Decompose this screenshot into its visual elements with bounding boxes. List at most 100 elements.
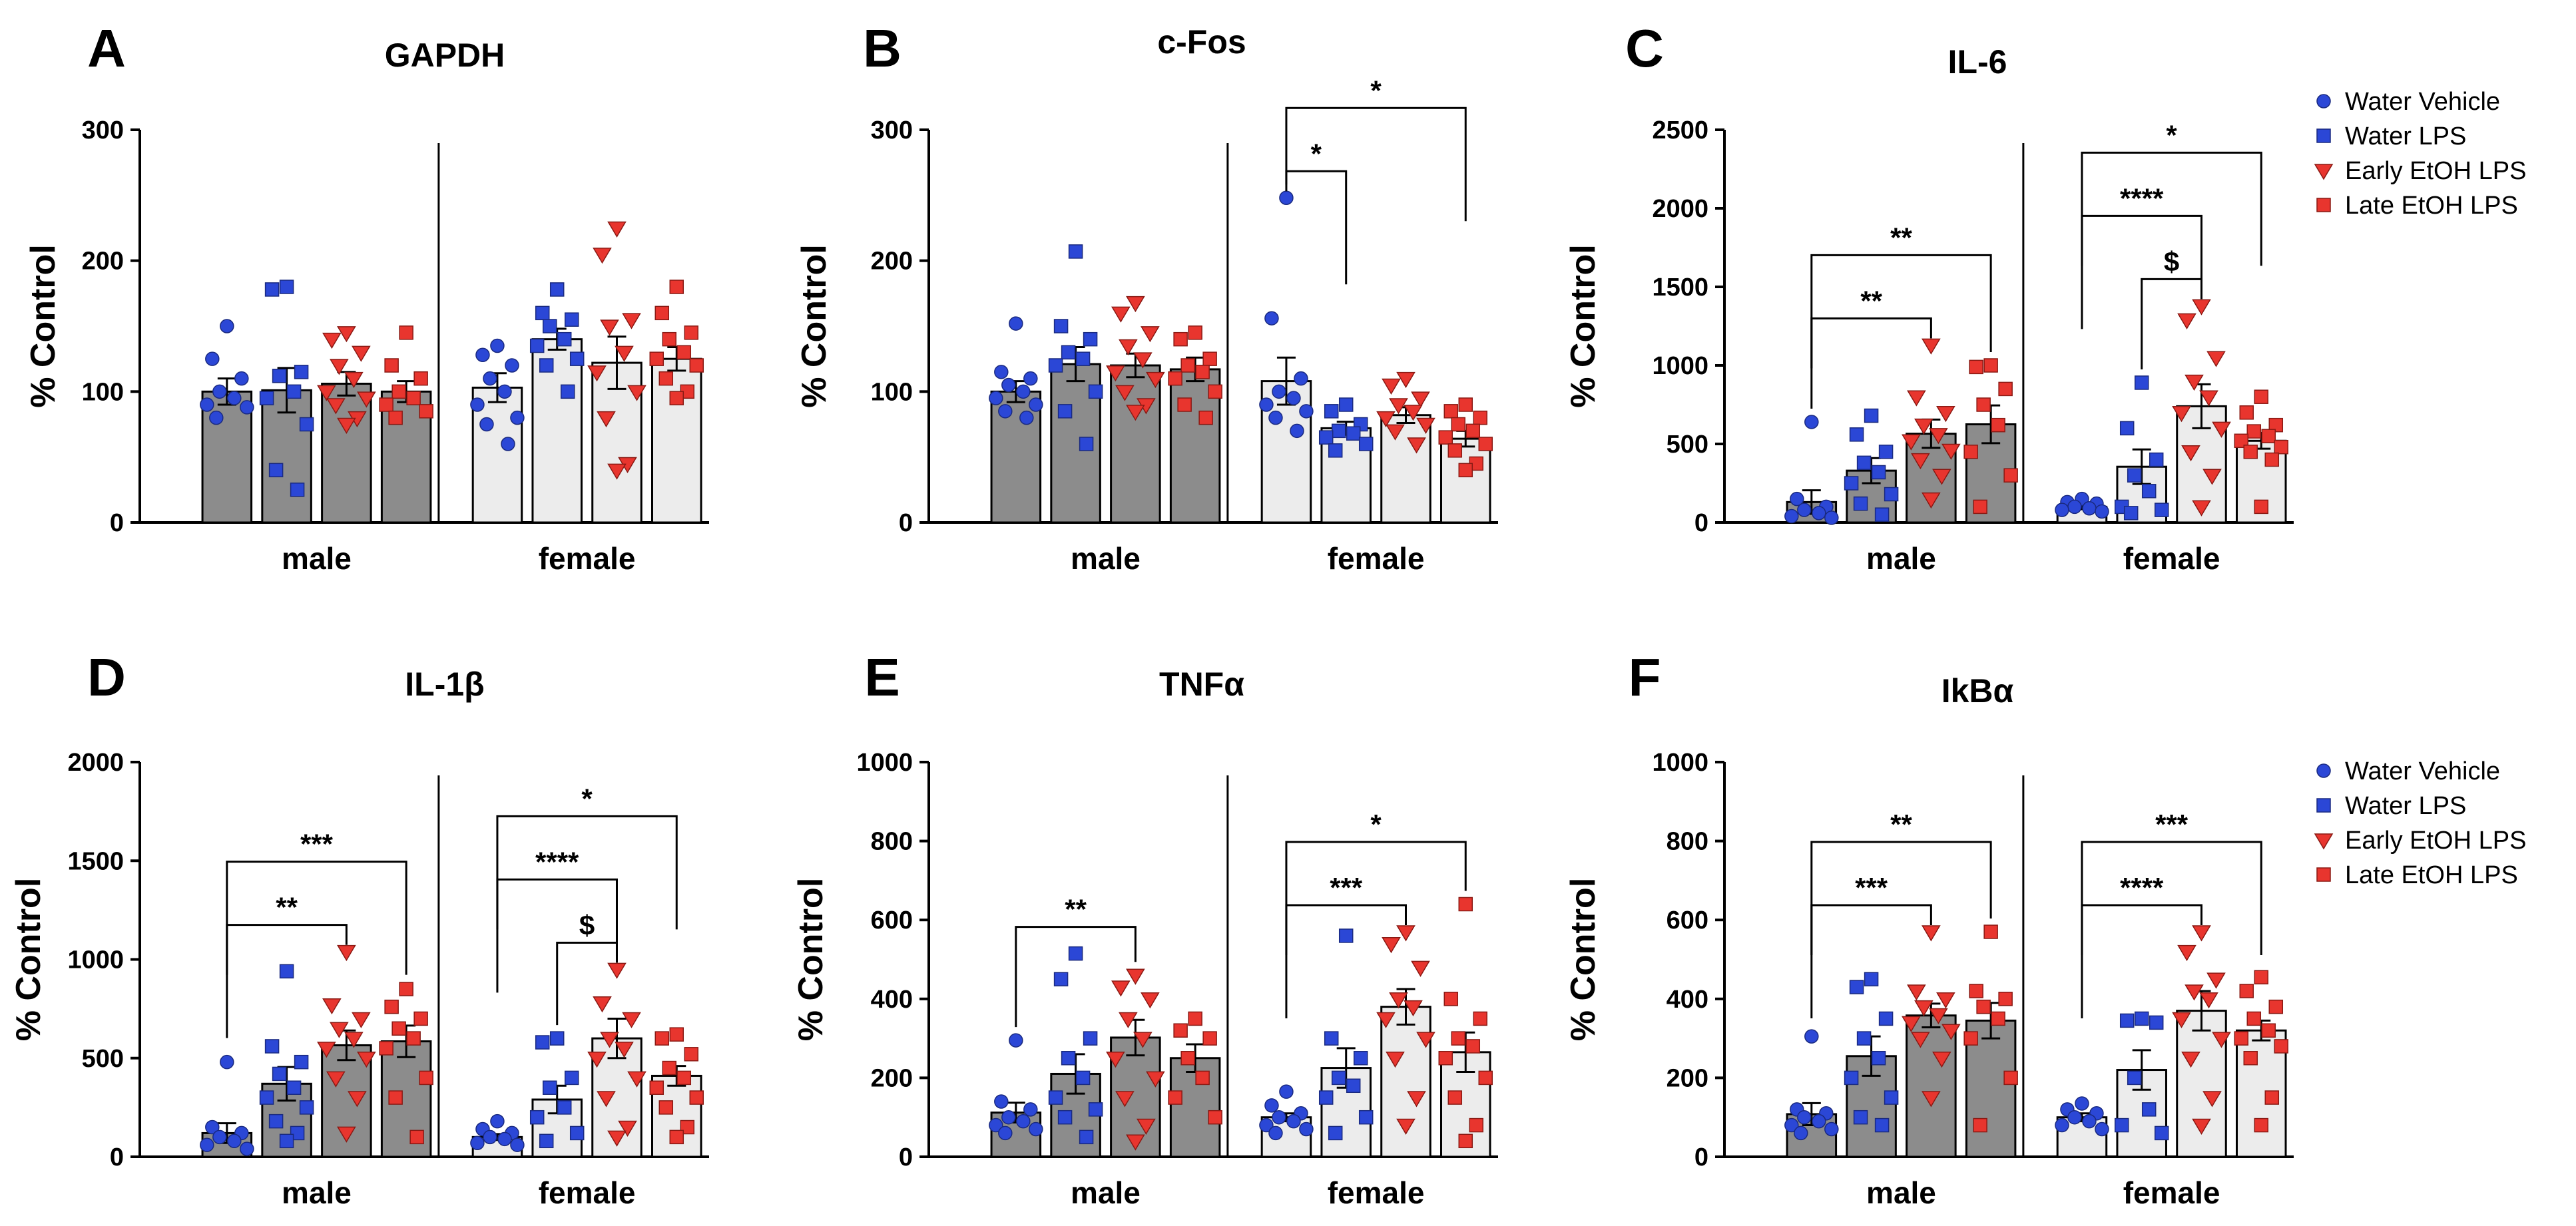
data-point	[220, 1054, 234, 1070]
legend-label: Late EtOH LPS	[2345, 861, 2518, 889]
y-tick-label: 500	[82, 1045, 124, 1073]
data-point	[1878, 445, 1894, 459]
y-tick-label: 0	[1694, 509, 1708, 537]
significance-bracket	[496, 878, 618, 993]
data-point	[1137, 1118, 1156, 1135]
data-point	[2141, 484, 2157, 499]
data-point	[618, 1120, 637, 1137]
data-point	[2067, 499, 2082, 514]
data-point	[2261, 1023, 2276, 1038]
data-point	[2243, 445, 2258, 459]
y-tick-label: 2000	[67, 749, 124, 777]
data-point	[1407, 1091, 1426, 1108]
data-point	[1075, 1070, 1091, 1086]
group-label-male: male	[282, 541, 352, 576]
data-point	[569, 351, 585, 366]
data-point	[344, 371, 364, 389]
data-point	[622, 1012, 641, 1028]
data-point	[1016, 1114, 1031, 1129]
data-point	[299, 417, 314, 432]
data-point	[2239, 984, 2254, 998]
group-label-female: female	[539, 1175, 636, 1210]
significance-label: **	[1890, 809, 1912, 840]
data-point	[669, 1129, 684, 1145]
data-point	[2177, 313, 2196, 330]
data-point	[1407, 437, 1426, 454]
data-point	[1473, 410, 1488, 425]
data-point	[352, 1012, 371, 1028]
data-point	[1932, 1052, 1951, 1068]
y-tick-label: 0	[110, 1143, 124, 1171]
data-point	[535, 1035, 550, 1050]
data-point	[1188, 1011, 1202, 1026]
data-point	[689, 1090, 704, 1105]
data-point	[1180, 1051, 1195, 1066]
data-point	[1272, 1110, 1286, 1125]
data-point	[483, 1129, 497, 1145]
data-point	[2234, 433, 2249, 449]
significance-label: ****	[2120, 872, 2164, 903]
data-point	[607, 1130, 627, 1147]
panel-letter: D	[87, 648, 126, 707]
data-point	[1079, 437, 1094, 451]
data-point	[1133, 1032, 1153, 1048]
data-point	[2274, 439, 2289, 455]
data-point	[989, 391, 1003, 405]
legend-marker	[2314, 833, 2334, 850]
legend-label: Late EtOH LPS	[2345, 192, 2518, 220]
data-point	[1126, 968, 1145, 985]
data-point	[391, 1021, 406, 1036]
data-point	[2149, 452, 2164, 467]
data-point	[2199, 390, 2218, 407]
panel-title: IL-6	[1948, 43, 2007, 81]
data-point	[399, 325, 413, 340]
data-point	[2246, 1011, 2262, 1026]
panel-D: D IL-1β % Control 0 500 1000 1500 2000 male femal…	[9, 648, 709, 1210]
data-point	[2212, 1032, 2231, 1048]
data-point	[1001, 1110, 1016, 1125]
y-tick-label: 100	[82, 378, 124, 406]
group-label-male: male	[1866, 541, 1936, 576]
data-point	[1126, 296, 1145, 313]
data-point	[419, 404, 433, 419]
data-point	[2123, 506, 2139, 520]
data-point	[1268, 410, 1283, 425]
panel-title: IL-1β	[405, 666, 484, 703]
data-point	[1998, 381, 2013, 397]
data-point	[212, 384, 227, 399]
data-point	[1053, 319, 1069, 333]
data-point	[1272, 384, 1286, 399]
data-point	[272, 1066, 287, 1082]
data-point	[1871, 465, 1886, 480]
data-point	[1202, 1031, 1217, 1046]
data-point	[1141, 326, 1160, 343]
legend-marker	[2316, 94, 2331, 108]
significance-label: ***	[1855, 872, 1888, 903]
group-label-male: male	[1071, 541, 1141, 576]
data-point	[1111, 980, 1131, 997]
data-point	[676, 345, 692, 360]
data-point	[649, 1080, 664, 1095]
panel-letter: C	[1625, 19, 1664, 78]
data-point	[1797, 503, 1812, 517]
bar-male-2	[1906, 1014, 1957, 1158]
data-point	[1324, 404, 1339, 419]
data-point	[1874, 507, 1890, 522]
data-point	[1346, 1078, 1361, 1094]
data-point	[2243, 1051, 2258, 1066]
panel-F: F IkBα % Control 0 200 400 600 800 1000 male femal…	[1564, 648, 2294, 1210]
y-tick-label: 800	[1667, 828, 1708, 856]
data-point	[1389, 398, 1408, 415]
data-point	[669, 1027, 684, 1042]
legend-marker	[2316, 128, 2331, 143]
panel-letter: F	[1629, 648, 1661, 707]
y-tick-label: 1000	[856, 749, 913, 777]
y-tick-label: 600	[1667, 907, 1708, 934]
data-point	[1824, 1122, 1839, 1137]
data-point	[1195, 1070, 1210, 1086]
data-point	[1126, 405, 1145, 421]
data-point	[1871, 1051, 1886, 1066]
data-point	[1849, 427, 1864, 442]
data-point	[529, 1110, 545, 1125]
